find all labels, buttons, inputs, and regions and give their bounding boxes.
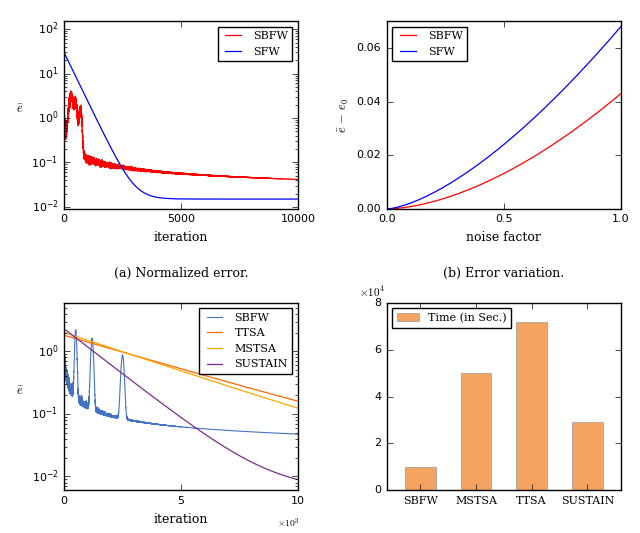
SFW xyxy=(495,145,503,151)
TTSA xyxy=(61,333,69,339)
Bar xyxy=(461,373,492,490)
SFW xyxy=(106,142,114,149)
SBFW xyxy=(611,95,619,102)
SFW xyxy=(509,133,517,140)
SBFW xyxy=(509,165,517,172)
Legend: SBFW, SFW: SBFW, SFW xyxy=(218,27,292,61)
MSTSA xyxy=(282,401,289,408)
Title: (a) Normalized error.: (a) Normalized error. xyxy=(114,267,248,280)
TTSA xyxy=(294,398,302,405)
SBFW xyxy=(106,414,114,420)
Legend: SBFW, SFW: SBFW, SFW xyxy=(392,27,467,61)
SUSTAIN xyxy=(60,324,68,330)
Line: SBFW: SBFW xyxy=(64,38,298,180)
SFW xyxy=(60,49,68,55)
SFW xyxy=(611,30,619,36)
SBFW xyxy=(575,124,582,130)
SUSTAIN xyxy=(74,336,82,343)
SUSTAIN xyxy=(61,326,69,333)
Line: TTSA: TTSA xyxy=(64,333,298,401)
X-axis label: iteration: iteration xyxy=(154,513,208,526)
MSTSA xyxy=(106,344,114,351)
SFW xyxy=(575,70,582,77)
TTSA xyxy=(282,394,289,401)
TTSA xyxy=(70,335,77,341)
X-axis label: iteration: iteration xyxy=(154,231,208,245)
SFW xyxy=(74,78,82,84)
SBFW xyxy=(60,35,68,41)
SBFW xyxy=(61,126,69,132)
SFW xyxy=(175,196,182,202)
Text: $\times10^3$: $\times10^3$ xyxy=(278,516,300,530)
SBFW xyxy=(617,91,625,97)
SBFW xyxy=(522,158,530,164)
SUSTAIN xyxy=(282,473,289,479)
SBFW xyxy=(74,118,82,125)
SBFW xyxy=(294,176,301,183)
SBFW xyxy=(294,431,302,437)
Bar xyxy=(516,321,547,490)
SBFW xyxy=(60,313,68,320)
Bar xyxy=(572,422,603,490)
SBFW xyxy=(282,430,289,437)
TTSA xyxy=(60,329,68,336)
TTSA xyxy=(74,336,82,343)
MSTSA xyxy=(294,405,302,411)
Y-axis label: $\bar{e}$ $-$ $e_0$: $\bar{e}$ $-$ $e_0$ xyxy=(337,98,351,133)
SFW xyxy=(617,23,625,30)
SFW xyxy=(522,122,530,128)
SUSTAIN xyxy=(175,413,182,419)
SFW xyxy=(61,51,69,58)
Bar xyxy=(405,467,436,490)
MSTSA xyxy=(61,329,69,336)
Line: SBFW: SBFW xyxy=(64,317,298,434)
SBFW xyxy=(70,375,77,382)
SBFW xyxy=(175,423,182,430)
TTSA xyxy=(106,345,114,352)
SBFW xyxy=(74,385,82,392)
SUSTAIN xyxy=(70,333,77,340)
SBFW xyxy=(494,173,502,180)
SBFW xyxy=(383,206,390,212)
SBFW xyxy=(282,176,289,182)
MSTSA xyxy=(175,367,182,373)
SFW xyxy=(494,146,502,152)
Y-axis label: $\bar{e}$: $\bar{e}$ xyxy=(17,384,24,397)
SBFW xyxy=(294,176,302,183)
X-axis label: noise factor: noise factor xyxy=(467,231,541,245)
Legend: Time (in Sec.): Time (in Sec.) xyxy=(392,308,511,327)
SFW xyxy=(70,69,77,76)
SUSTAIN xyxy=(106,361,114,367)
Line: MSTSA: MSTSA xyxy=(64,330,298,408)
SBFW xyxy=(495,173,503,179)
Line: SFW: SFW xyxy=(64,52,298,199)
Title: (b) Error variation.: (b) Error variation. xyxy=(444,267,564,280)
Line: SFW: SFW xyxy=(387,27,621,209)
SFW xyxy=(383,206,390,212)
SBFW xyxy=(70,101,77,107)
SBFW xyxy=(175,170,182,176)
Y-axis label: $\bar{e}$: $\bar{e}$ xyxy=(17,102,24,115)
Line: SUSTAIN: SUSTAIN xyxy=(64,327,298,480)
SUSTAIN xyxy=(294,477,302,483)
MSTSA xyxy=(70,333,77,339)
MSTSA xyxy=(60,327,68,333)
SBFW xyxy=(61,369,69,375)
SBFW xyxy=(106,162,114,168)
TTSA xyxy=(175,365,182,371)
Text: $\times10^4$: $\times10^4$ xyxy=(359,284,385,299)
SFW xyxy=(282,196,289,203)
Legend: SBFW, TTSA, MSTSA, SUSTAIN: SBFW, TTSA, MSTSA, SUSTAIN xyxy=(199,308,292,374)
Line: SBFW: SBFW xyxy=(387,94,621,209)
SFW xyxy=(294,196,302,203)
MSTSA xyxy=(74,334,82,340)
